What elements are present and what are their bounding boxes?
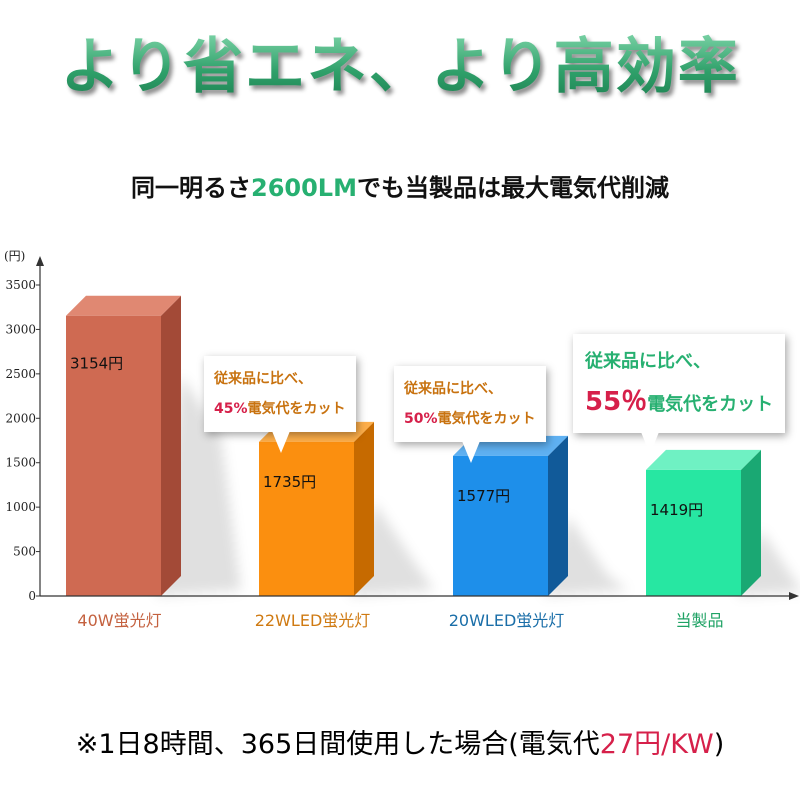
x-axis-arrow	[789, 592, 799, 600]
y-tick-label: 2000	[5, 411, 36, 425]
y-unit-label: (円)	[4, 249, 25, 263]
bar-side	[161, 295, 181, 596]
callout-product-line1: 従来品に比べ、	[585, 351, 711, 372]
headline-title: より省エネ、より高効率	[0, 22, 800, 112]
callout-product: 従来品に比べ、 55％電気代をカット	[573, 334, 786, 454]
callout-22w-percent: 45%	[214, 401, 248, 417]
bar	[453, 455, 548, 596]
callout-20w-percent: 50%	[404, 411, 438, 427]
footnote: ※1日8時間、365日間使用した場合(電気代27円/KW)	[0, 722, 800, 761]
callout-22w-rest: 電気代をカット	[247, 401, 346, 417]
y-tick-label: 3500	[5, 278, 36, 292]
callout-20w-line1: 従来品に比べ、	[404, 381, 502, 397]
callout-product-percent: 55％	[585, 387, 648, 417]
subtitle-post: でも当製品は最大電気代削減	[356, 174, 669, 202]
bar-top	[66, 295, 181, 316]
bar-value-label: 1735円	[263, 473, 316, 491]
subtitle: 同一明るさ2600LMでも当製品は最大電気代削減	[0, 168, 800, 203]
bar	[259, 441, 354, 596]
y-axis-arrow	[36, 256, 44, 266]
y-tick-label: 0	[28, 589, 36, 603]
bar-side	[548, 435, 568, 596]
bar	[66, 315, 161, 596]
callout-22w: 従来品に比べ、 45%電気代をカット	[204, 356, 356, 453]
subtitle-pre: 同一明るさ	[131, 174, 251, 202]
callout-20w: 従来品に比べ、 50%電気代をカット	[394, 366, 546, 463]
y-tick-label: 1500	[5, 456, 36, 470]
subtitle-lumen: 2600LM	[251, 174, 357, 202]
callout-20w-rest: 電気代をカット	[437, 411, 536, 427]
callout-22w-line1: 従来品に比べ、	[214, 371, 312, 387]
footnote-post: )	[713, 729, 725, 760]
category-label: 20WLED蛍光灯	[449, 611, 565, 630]
bar-top	[646, 449, 761, 470]
bar-value-label: 1419円	[650, 501, 703, 519]
bar-side	[741, 449, 761, 596]
y-tick-label: 3000	[5, 322, 36, 336]
category-label: 当製品	[675, 611, 723, 630]
y-tick-label: 500	[13, 545, 36, 559]
cost-bar-chart: (円) 0 500 1000 1500 2000 2500 3000 3500 3154円 40W蛍…	[4, 249, 800, 630]
bar-value-label: 1577円	[457, 487, 510, 505]
footnote-pre: ※1日8時間、365日間使用した場合(電気代	[75, 729, 600, 760]
footnote-rate: 27円/KW	[599, 729, 714, 760]
y-tick-label: 2500	[5, 367, 36, 381]
category-label: 22WLED蛍光灯	[255, 611, 371, 630]
y-tick-label: 1000	[5, 500, 36, 514]
bar-value-label: 3154円	[70, 355, 123, 373]
bar-side	[354, 421, 374, 596]
category-label: 40W蛍光灯	[77, 611, 161, 630]
bar	[646, 469, 741, 596]
callout-product-rest: 電気代をカット	[647, 394, 774, 415]
